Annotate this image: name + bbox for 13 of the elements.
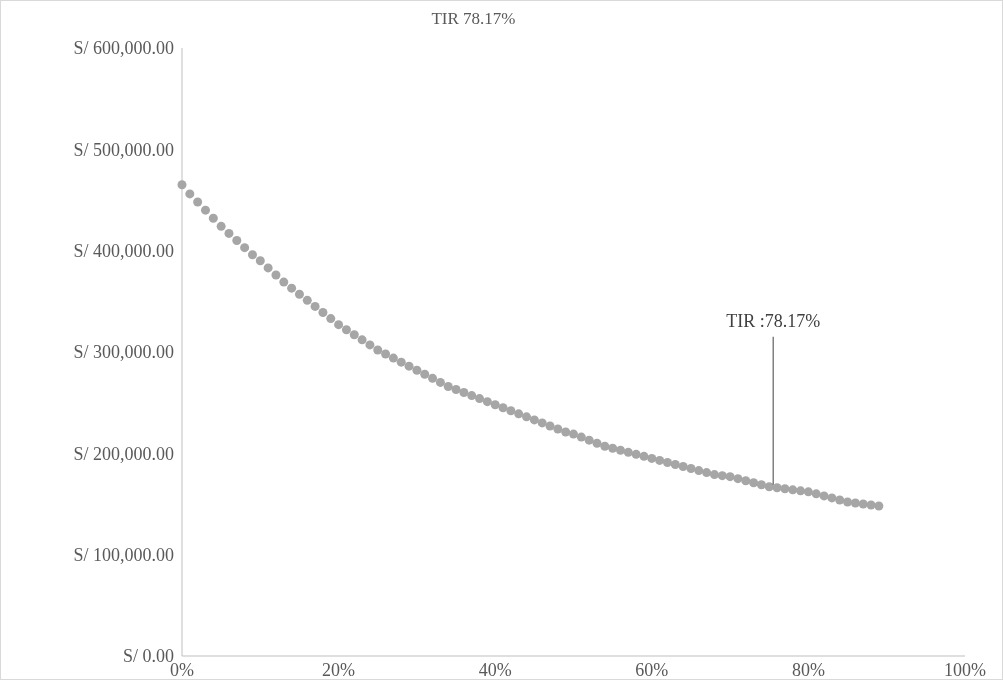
y-tick-label: S/ 500,000.00: [73, 139, 174, 160]
x-tick-label: 40%: [478, 660, 512, 680]
y-tick-label: S/ 300,000.00: [73, 342, 174, 363]
x-tick-label: 80%: [791, 660, 825, 680]
x-tick-label: 20%: [322, 660, 356, 680]
x-tick-label: 100%: [944, 660, 986, 680]
y-tick-label: S/ 600,000.00: [73, 38, 174, 59]
x-tick-label: 60%: [635, 660, 669, 680]
annotation: TIR :78.17%: [726, 310, 821, 331]
chart-title: TIR 78.17%: [431, 9, 516, 28]
y-tick-label: S/ 400,000.00: [73, 240, 174, 261]
y-tick-label: S/ 200,000.00: [73, 443, 174, 464]
y-tick-label: S/ 100,000.00: [73, 544, 174, 565]
